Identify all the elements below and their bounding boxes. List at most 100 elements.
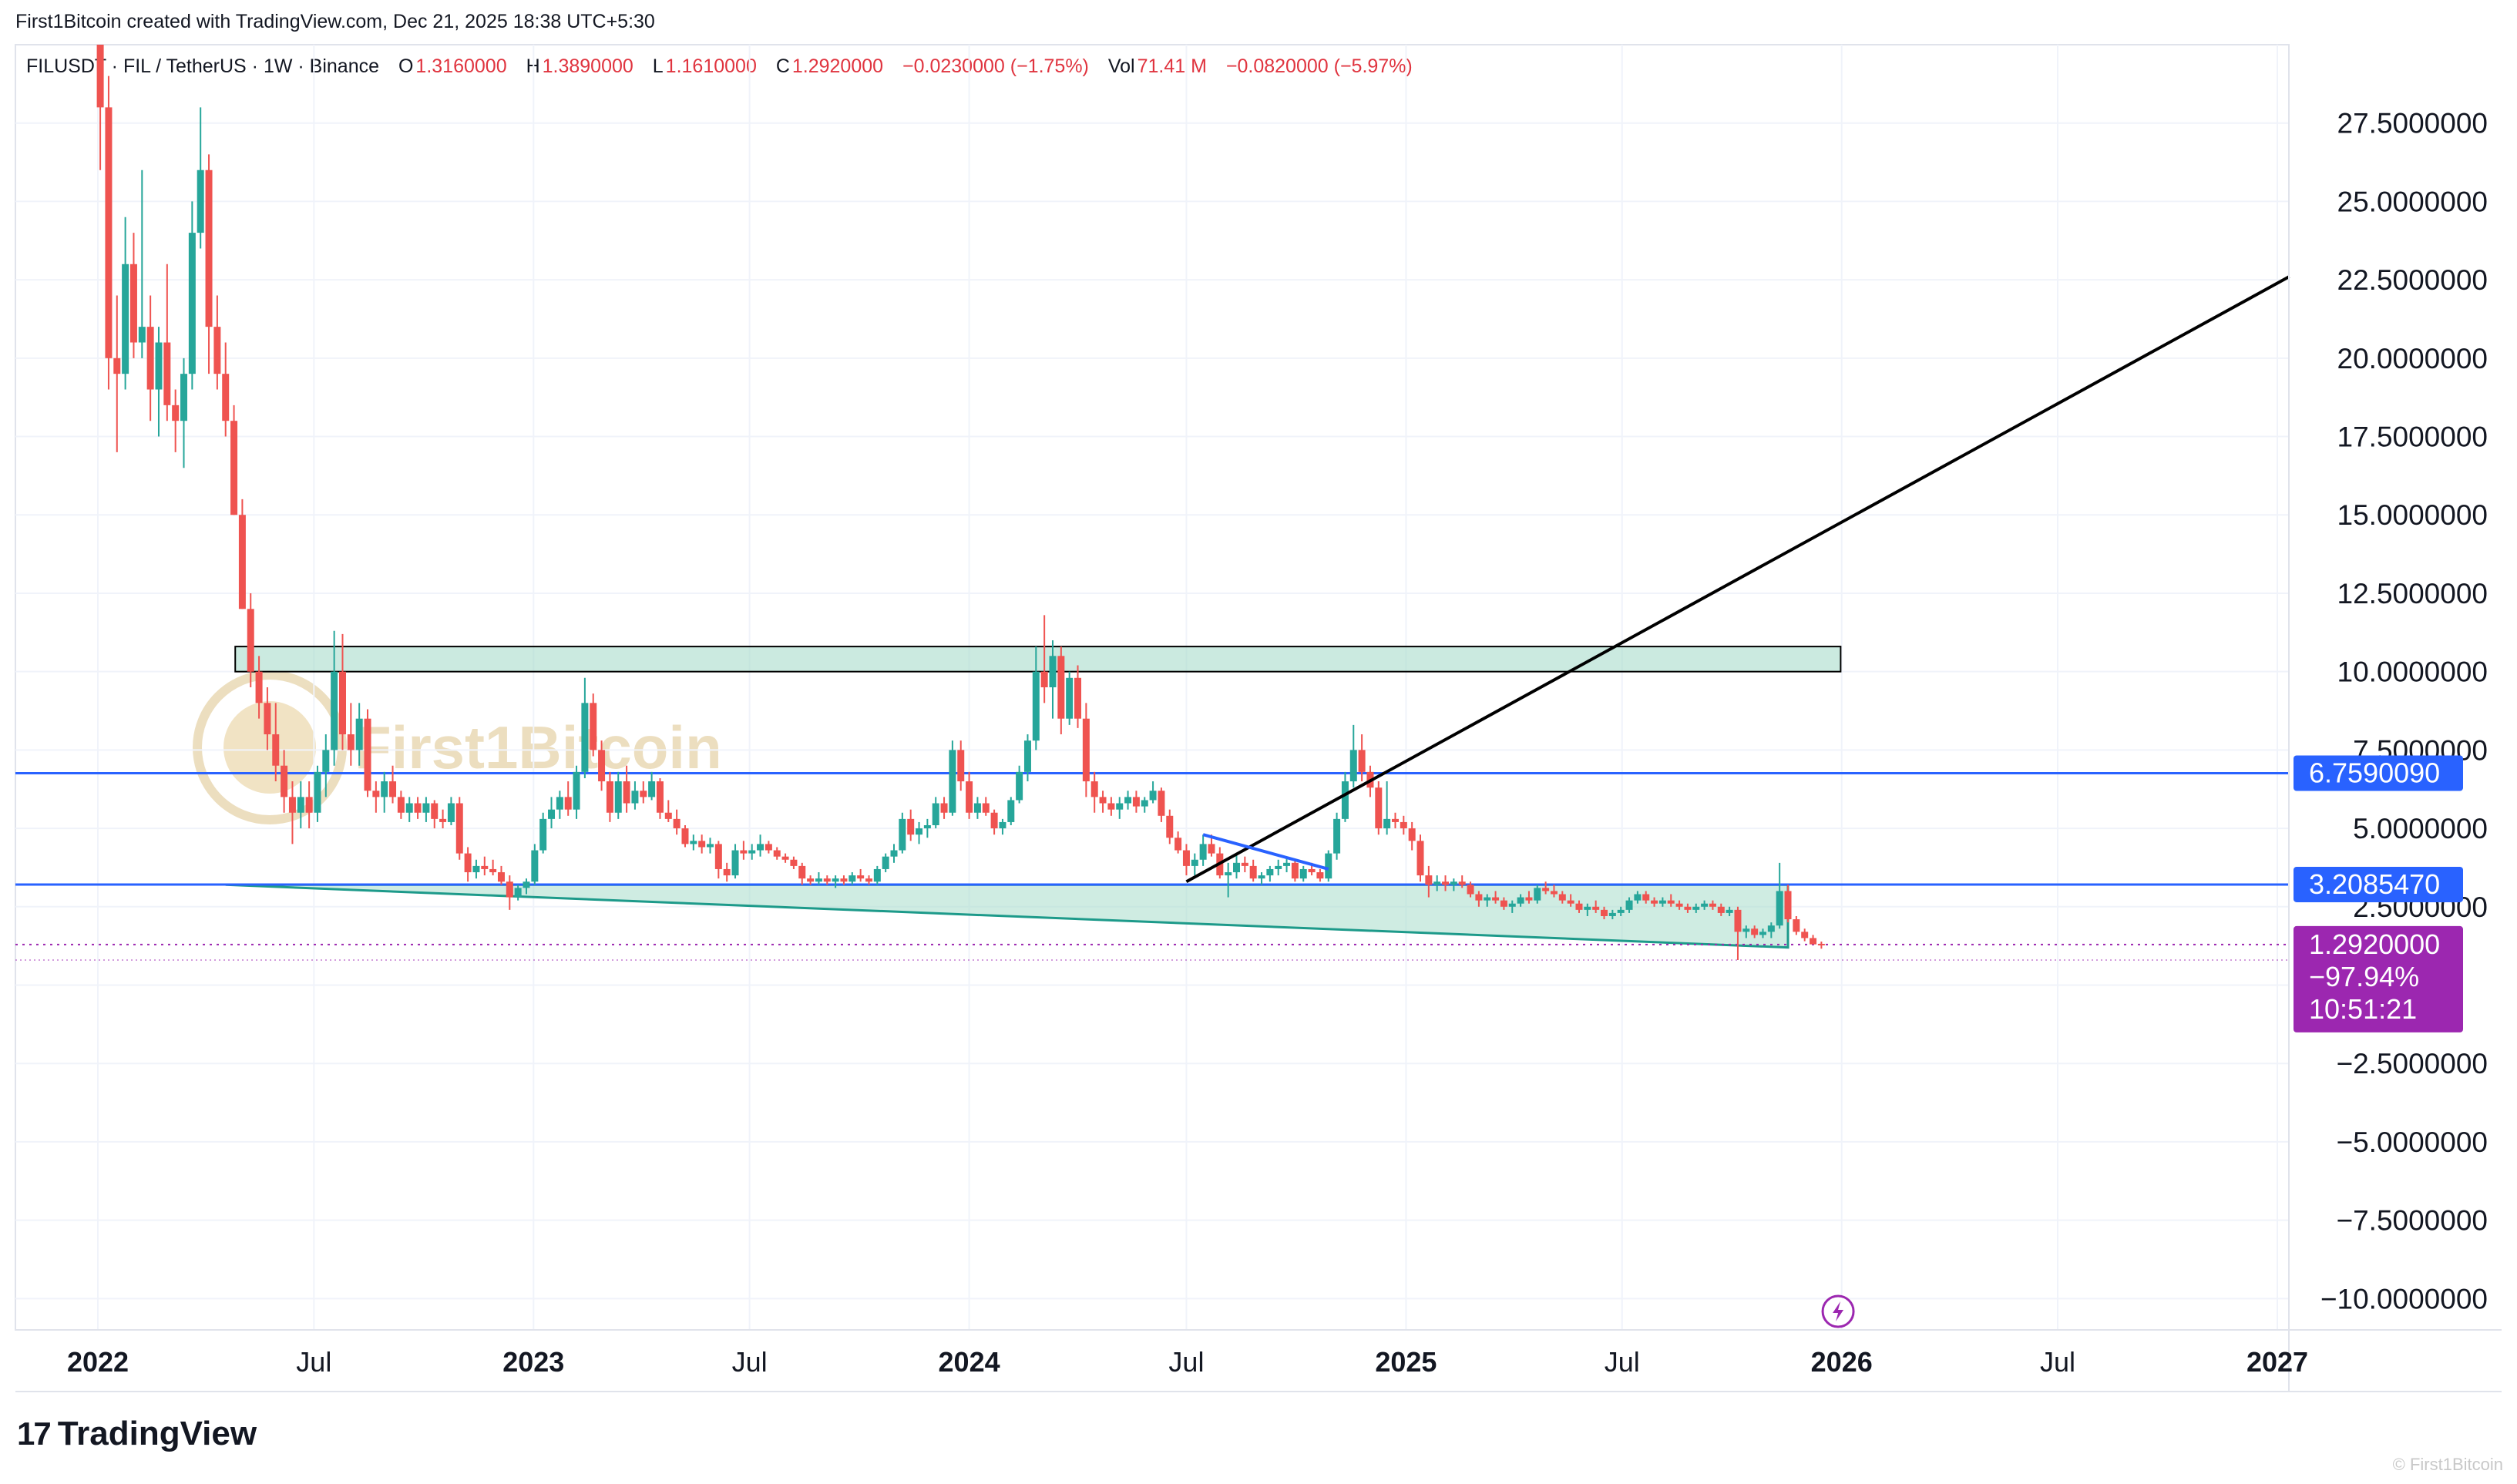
price-tag-label: 6.7590090 (2309, 757, 2440, 789)
candle (798, 862, 806, 885)
trend-lines-layer (1185, 275, 2290, 883)
candle-body (172, 405, 180, 421)
candle-body (1107, 803, 1115, 810)
candle (96, 45, 104, 170)
candle-body (681, 828, 689, 844)
price-tag: 3.2085470 (2294, 866, 2463, 902)
candle (230, 405, 238, 515)
tradingview-logo-text: TradingView (57, 1415, 257, 1452)
candle-body (857, 875, 865, 879)
candle (832, 875, 839, 888)
candle-body (798, 865, 806, 879)
price-tick-label: 15.0000000 (2337, 499, 2488, 531)
candle (1608, 909, 1616, 920)
tradingview-logo[interactable]: 17 TradingView (17, 1415, 257, 1453)
legend-symbol[interactable]: FILUSDT · FIL / TetherUS · 1W · Binance (26, 55, 380, 77)
candle (1341, 771, 1349, 822)
candle (138, 170, 146, 358)
candle-body (957, 750, 965, 782)
candle-body (1391, 818, 1399, 822)
candle-body (1049, 656, 1057, 687)
candle (1349, 724, 1357, 788)
candle-body (973, 803, 981, 813)
candle (673, 809, 680, 835)
candle-body (982, 803, 990, 813)
candle (1442, 875, 1450, 891)
candle-body (355, 718, 363, 750)
ascending-trend-line (1185, 275, 2290, 883)
candle (664, 800, 672, 822)
candle-body (155, 342, 163, 390)
candle-body (1149, 791, 1157, 801)
candle (857, 868, 865, 882)
candle-body (222, 374, 230, 421)
candle-body (690, 841, 697, 844)
candle-body (364, 718, 371, 791)
candle (1057, 646, 1065, 735)
candle (890, 844, 898, 863)
candle-body (539, 818, 547, 851)
candle-body (1742, 928, 1750, 932)
candle-body (815, 878, 822, 882)
legend-close-label: C (775, 55, 790, 77)
candle-body (923, 825, 931, 829)
candle-body (1225, 872, 1232, 876)
candle (439, 809, 447, 829)
time-tick-label: Jul (732, 1346, 768, 1378)
candle (205, 154, 213, 374)
candle (1400, 815, 1407, 835)
candle (1275, 859, 1282, 876)
candle (957, 740, 965, 791)
candle (297, 781, 304, 829)
candle-body (113, 358, 121, 374)
candle (1040, 615, 1048, 703)
candle (873, 865, 881, 885)
candle (1116, 797, 1124, 819)
candle-body (731, 850, 739, 876)
candle-body (631, 791, 639, 804)
candle-body (1124, 797, 1132, 804)
candle (238, 499, 246, 609)
candle-body (514, 888, 522, 898)
candle (606, 771, 613, 822)
candle (815, 872, 822, 885)
candle-body (238, 515, 246, 609)
candle (272, 703, 280, 782)
candles-layer (96, 45, 1825, 960)
candle-body (314, 771, 321, 813)
candle (1249, 859, 1257, 882)
last-price-tag-bg (2294, 925, 2463, 1032)
candle-body (129, 264, 137, 343)
candle-body (447, 803, 455, 822)
candle (773, 847, 781, 860)
candle-body (648, 781, 656, 797)
candle-body (1550, 891, 1558, 895)
candle (899, 812, 906, 854)
candle-body (823, 878, 831, 882)
candle (514, 885, 522, 901)
candle (907, 809, 915, 841)
candle-body (664, 812, 672, 819)
candle (172, 389, 180, 452)
price-tick-label: −7.5000000 (2336, 1205, 2488, 1237)
candle-body (1016, 771, 1023, 801)
candle (581, 677, 589, 778)
candle (923, 818, 931, 838)
candle (472, 859, 480, 879)
candle (155, 327, 163, 437)
candle (990, 809, 998, 835)
lightning-bolt (1833, 1301, 1844, 1321)
candle (1500, 897, 1507, 910)
candle-body (1032, 671, 1040, 741)
candle (1508, 900, 1516, 913)
candle (1617, 906, 1625, 916)
candle-body (1425, 875, 1433, 885)
legend-open-label: O (398, 55, 414, 77)
candle (1124, 791, 1132, 810)
candle-body (548, 809, 556, 819)
candle (163, 264, 171, 421)
candle (222, 342, 230, 437)
candle (1784, 885, 1792, 923)
candle-body (1141, 800, 1148, 807)
